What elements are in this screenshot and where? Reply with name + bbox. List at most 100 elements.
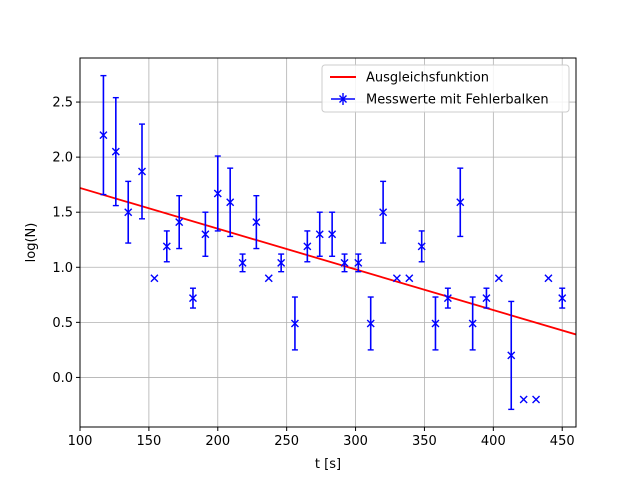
legend-box	[321, 64, 570, 113]
data-point	[303, 230, 312, 263]
x-marker-stroke	[456, 198, 465, 207]
data-point	[328, 211, 337, 257]
data-point	[431, 296, 440, 351]
legend-data-label: Messwerte mit Fehlerbalken	[366, 93, 549, 108]
data-point	[111, 96, 120, 207]
y-tick-label: 1.0	[52, 261, 73, 276]
x-tick-label: 350	[412, 434, 437, 449]
x-marker-stroke	[226, 198, 235, 207]
x-tick-label: 400	[481, 434, 506, 449]
x-tick-label: 150	[136, 434, 161, 449]
x-marker-stroke	[417, 242, 426, 251]
y-axis-ticks: 0.0 0.5 1.0 1.5 2.0 2.5	[52, 96, 80, 386]
x-marker-stroke	[354, 258, 363, 267]
x-axis-label: t [s]	[315, 457, 341, 472]
x-tick-label: 100	[68, 434, 93, 449]
y-axis-label: log(N)	[24, 223, 39, 263]
y-tick-label: 2.0	[52, 151, 73, 166]
x-marker-stroke	[290, 319, 299, 328]
x-marker-stroke	[494, 274, 503, 283]
data-point	[315, 211, 324, 257]
x-marker-stroke	[315, 230, 324, 239]
data-point	[99, 74, 108, 196]
x-marker-stroke	[366, 319, 375, 328]
y-tick-label: 0.5	[52, 316, 73, 331]
x-tick-label: 450	[550, 434, 575, 449]
x-marker-stroke	[213, 189, 222, 198]
legend-data-swatch	[331, 93, 355, 105]
x-marker-stroke	[252, 218, 261, 227]
data-point	[124, 180, 133, 244]
fit-line-layer	[80, 187, 576, 336]
data-point	[213, 155, 222, 232]
data-point	[150, 274, 159, 283]
x-marker-stroke	[431, 319, 440, 328]
x-marker-stroke	[519, 395, 528, 404]
x-marker-stroke	[201, 230, 210, 239]
x-marker-stroke	[111, 147, 120, 156]
x-marker-stroke	[188, 294, 197, 303]
x-tick-label: 250	[274, 434, 299, 449]
data-point	[175, 194, 184, 250]
data-points-layer	[99, 74, 567, 411]
data-point	[468, 296, 477, 351]
data-point	[558, 287, 567, 309]
fit-line	[80, 187, 576, 336]
data-point	[379, 180, 388, 244]
data-point	[226, 167, 235, 238]
data-point	[277, 253, 286, 273]
y-tick-label: 2.5	[52, 96, 73, 111]
x-marker-stroke	[328, 230, 337, 239]
grid	[79, 58, 576, 427]
x-marker-stroke	[379, 208, 388, 217]
x-axis-ticks: 100 150 200 250 300 350 400 450	[68, 427, 575, 449]
data-point	[519, 395, 528, 404]
x-marker-stroke	[544, 274, 553, 283]
data-point	[405, 274, 414, 283]
x-marker-stroke	[532, 395, 541, 404]
x-tick-label: 200	[205, 434, 230, 449]
x-marker-stroke	[340, 258, 349, 267]
plot-frame	[79, 57, 577, 428]
data-point	[252, 194, 261, 250]
data-point	[340, 253, 349, 273]
x-marker-stroke	[392, 274, 401, 283]
x-marker-stroke	[238, 258, 247, 267]
x-marker-stroke	[482, 294, 491, 303]
x-marker-stroke	[162, 242, 171, 251]
data-point	[392, 274, 401, 283]
data-point	[532, 395, 541, 404]
data-point	[482, 287, 491, 309]
data-point	[544, 274, 553, 283]
data-point	[417, 230, 426, 263]
x-marker-stroke	[507, 351, 516, 360]
x-marker-stroke	[405, 274, 414, 283]
x-marker-stroke	[277, 258, 286, 267]
x-marker-stroke	[558, 294, 567, 303]
legend-x-marker	[339, 95, 347, 103]
legend-fit-label: Ausgleichsfunktion	[366, 71, 489, 86]
x-marker-stroke	[99, 131, 108, 140]
data-point	[201, 211, 210, 257]
x-marker-stroke	[124, 208, 133, 217]
x-marker-stroke	[150, 274, 159, 283]
data-point	[354, 253, 363, 273]
data-point	[162, 230, 171, 263]
x-marker-stroke	[175, 218, 184, 227]
x-marker-stroke	[303, 242, 312, 251]
data-point	[138, 123, 146, 220]
data-point	[507, 300, 516, 411]
y-tick-label: 1.5	[52, 206, 73, 221]
data-point	[456, 167, 465, 238]
data-point	[443, 287, 452, 309]
data-point	[494, 274, 503, 283]
x-tick-label: 300	[343, 434, 368, 449]
x-marker-stroke	[138, 167, 146, 176]
y-tick-label: 0.0	[52, 371, 73, 386]
data-point	[188, 287, 197, 309]
data-point	[264, 274, 273, 283]
x-marker-stroke	[264, 274, 273, 283]
x-marker-stroke	[443, 294, 452, 303]
legend: Ausgleichsfunktion Messwerte mit Fehlerb…	[321, 64, 570, 113]
